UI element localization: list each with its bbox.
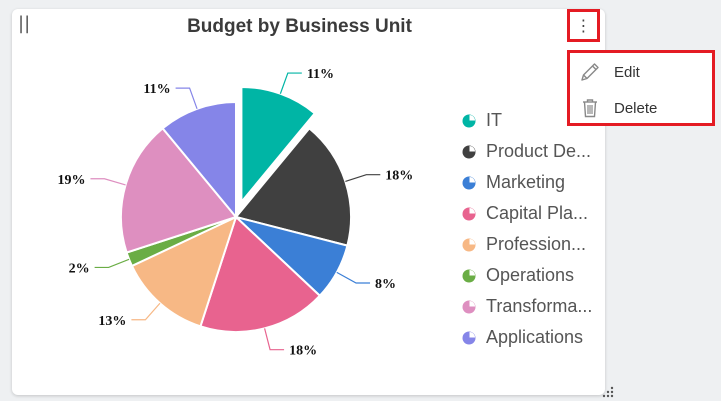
- menu-item-label: Edit: [614, 64, 640, 81]
- pie-chart: 11% 18% 8% 18% 13% 2% 19% 11%: [57, 67, 413, 359]
- legend-label: Transforma...: [486, 296, 593, 316]
- connector-line-5: [131, 302, 161, 321]
- pie-legend-icon: [462, 207, 476, 220]
- legend-item-7[interactable]: Transforma...: [462, 291, 602, 322]
- pie-legend-icon: [462, 331, 476, 344]
- pie-slice-5[interactable]: [130, 215, 238, 328]
- connector-line-2: [345, 174, 381, 183]
- legend-label: Marketing: [486, 172, 566, 192]
- pie-legend-icon: [462, 114, 476, 127]
- connector-line-1: [279, 72, 302, 94]
- legend-label: Operations: [486, 265, 575, 285]
- legend-item-4[interactable]: Capital Pla...: [462, 198, 602, 229]
- legend-label: Capital Pla...: [486, 203, 589, 223]
- legend-item-5[interactable]: Profession...: [462, 229, 602, 260]
- data-label-5: 13%: [98, 314, 126, 329]
- chart-card: || Budget by Business Unit 11% 18% 8% 18% 13…: [12, 9, 614, 398]
- legend-label: Profession...: [486, 234, 587, 254]
- chart-legend: IT Product De... Marketing Capital Pla... Pr…: [462, 105, 602, 353]
- legend-label: Product De...: [486, 141, 592, 161]
- legend-label: Applications: [486, 327, 584, 347]
- data-label-8: 11%: [143, 82, 170, 97]
- legend-item-3[interactable]: Marketing: [462, 167, 602, 198]
- data-label-3: 8%: [375, 277, 396, 292]
- legend-item-8[interactable]: Applications: [462, 322, 602, 353]
- legend-item-1[interactable]: IT: [462, 105, 602, 136]
- pie-slice-4[interactable]: [199, 215, 322, 333]
- data-label-1: 11%: [307, 67, 334, 82]
- connector-line-3: [336, 271, 371, 284]
- pencil-icon: [581, 63, 599, 81]
- connector-line-7: [90, 178, 126, 186]
- context-menu: Edit Delete: [567, 50, 715, 126]
- data-label-2: 18%: [385, 169, 413, 184]
- menu-item-label: Delete: [614, 100, 658, 117]
- menu-item-delete[interactable]: Delete: [570, 91, 712, 126]
- data-label-4: 18%: [289, 344, 317, 359]
- legend-item-6[interactable]: Operations: [462, 260, 602, 291]
- pie-legend-icon: [462, 145, 476, 158]
- pie-legend-icon: [462, 238, 476, 251]
- connector-line-6: [94, 258, 130, 269]
- pie-slice-7[interactable]: [120, 126, 238, 254]
- pie-slice-2[interactable]: [234, 126, 352, 247]
- connector-line-4: [264, 328, 285, 351]
- connector-line-8: [175, 87, 198, 110]
- pie-legend-icon: [462, 269, 476, 282]
- legend-item-2[interactable]: Product De...: [462, 136, 602, 167]
- more-options-button[interactable]: ⋮: [567, 9, 600, 42]
- drag-handle[interactable]: ||: [18, 13, 31, 34]
- pie-legend-icon: [462, 300, 476, 313]
- trash-icon: [583, 99, 597, 118]
- pie-slice-8[interactable]: [161, 100, 237, 220]
- pie-slice-1[interactable]: [240, 85, 317, 205]
- pie-legend-icon: [462, 176, 476, 189]
- kebab-menu-icon: ⋮: [575, 15, 592, 35]
- menu-item-edit[interactable]: Edit: [570, 55, 712, 90]
- legend-label: IT: [486, 110, 502, 130]
- card-title: Budget by Business Unit: [187, 16, 412, 37]
- data-label-6: 2%: [69, 261, 90, 276]
- resize-grip-icon[interactable]: [602, 386, 614, 398]
- data-label-7: 19%: [57, 173, 85, 188]
